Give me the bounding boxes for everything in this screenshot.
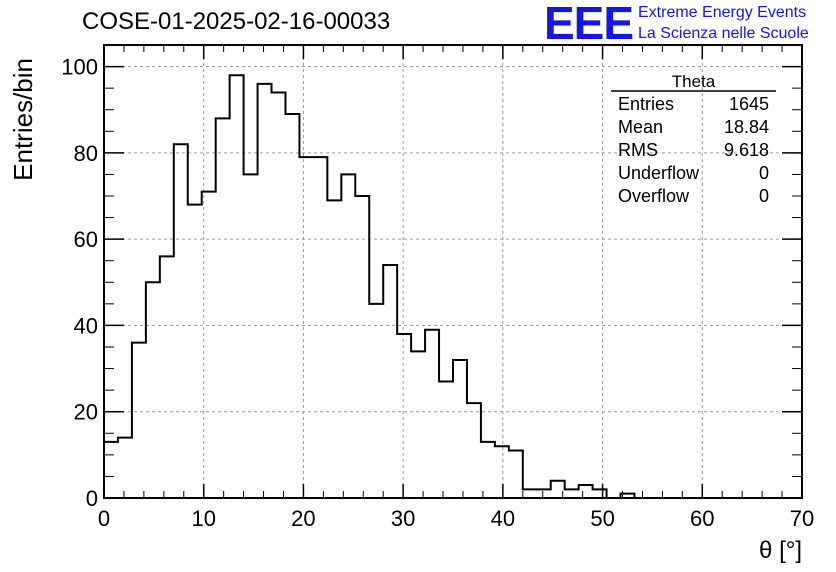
histogram-bin (425, 330, 439, 498)
histogram-bin (216, 118, 230, 498)
histogram-bin (439, 382, 453, 498)
histogram-bin (369, 304, 383, 498)
y-tick-label: 60 (74, 227, 98, 252)
histogram-bin (453, 360, 467, 498)
x-tick-label: 0 (98, 506, 110, 531)
eee-logo: EEE (544, 0, 634, 49)
histogram-bin (397, 334, 411, 498)
y-tick-label: 0 (86, 486, 98, 511)
stats-title: Theta (672, 72, 716, 91)
histogram-bin (341, 174, 355, 498)
histogram-bin (383, 265, 397, 498)
x-tick-label: 10 (191, 506, 215, 531)
histogram-bin (118, 438, 132, 498)
x-tick-label: 60 (690, 506, 714, 531)
stats-value: 18.84 (724, 117, 769, 137)
histogram-bin (411, 351, 425, 498)
histogram-bin (299, 157, 313, 498)
histogram-bin (621, 494, 635, 498)
axis-ticks (103, 45, 803, 499)
stats-value: 9.618 (724, 140, 769, 160)
page-title: COSE-01-2025-02-16-00033 (82, 8, 391, 35)
histogram-bin (467, 403, 481, 498)
histogram-bin (272, 92, 286, 498)
histogram-bin (160, 256, 174, 498)
stats-label: Underflow (618, 163, 700, 183)
histogram-bin (593, 489, 607, 498)
stats-label: Entries (618, 94, 674, 114)
histogram-bin (523, 489, 537, 498)
y-tick-label: 20 (74, 400, 98, 425)
x-tick-label: 30 (391, 506, 415, 531)
histogram-bin (244, 174, 258, 498)
stats-label: Overflow (618, 186, 690, 206)
histogram-bin (537, 489, 551, 498)
histogram-bin (285, 114, 299, 498)
stats-value: 0 (759, 163, 769, 183)
histogram-bin (355, 196, 369, 498)
x-tick-label: 40 (491, 506, 515, 531)
logo-subtitle-line2: La Scienza nelle Scuole (638, 25, 809, 42)
stats-box: Theta Entries 1645 Mean 18.84 RMS 9.618 Underfl… (611, 72, 776, 206)
histogram-bin (509, 451, 523, 498)
grid-lines (104, 45, 802, 498)
stats-label: Mean (618, 117, 663, 137)
plot-frame (103, 44, 803, 499)
stats-value: 1645 (729, 94, 769, 114)
histogram-bin (495, 446, 509, 498)
x-tick-label: 50 (590, 506, 614, 531)
stats-value: 0 (759, 186, 769, 206)
histogram-bin (565, 489, 579, 498)
histogram-bin (132, 343, 146, 498)
stats-label: RMS (618, 140, 658, 160)
x-axis-label: θ [°] (759, 537, 802, 564)
histogram-bin (146, 282, 160, 498)
histogram-bin (579, 485, 593, 498)
histogram-bin (551, 481, 565, 498)
x-tick-label: 70 (790, 506, 814, 531)
y-tick-label: 40 (74, 313, 98, 338)
histogram-bin (104, 442, 118, 498)
tick-labels: 0 10 20 30 40 50 60 70 0 20 40 60 80 100 (61, 55, 814, 531)
y-axis-label: Entries/bin (8, 58, 38, 181)
histogram-bin (174, 144, 188, 498)
histogram-bin (327, 200, 341, 498)
histogram-bin (230, 75, 244, 498)
histogram-bin (188, 205, 202, 498)
logo-subtitle-line1: Extreme Energy Events (638, 4, 807, 21)
x-tick-label: 20 (291, 506, 315, 531)
y-tick-label: 80 (74, 141, 98, 166)
histogram-bin (258, 84, 272, 498)
histogram-outline (103, 74, 802, 499)
histogram-bin (481, 442, 495, 498)
y-tick-label: 100 (61, 55, 98, 80)
histogram-bin (202, 192, 216, 498)
histogram-bin (313, 157, 327, 498)
